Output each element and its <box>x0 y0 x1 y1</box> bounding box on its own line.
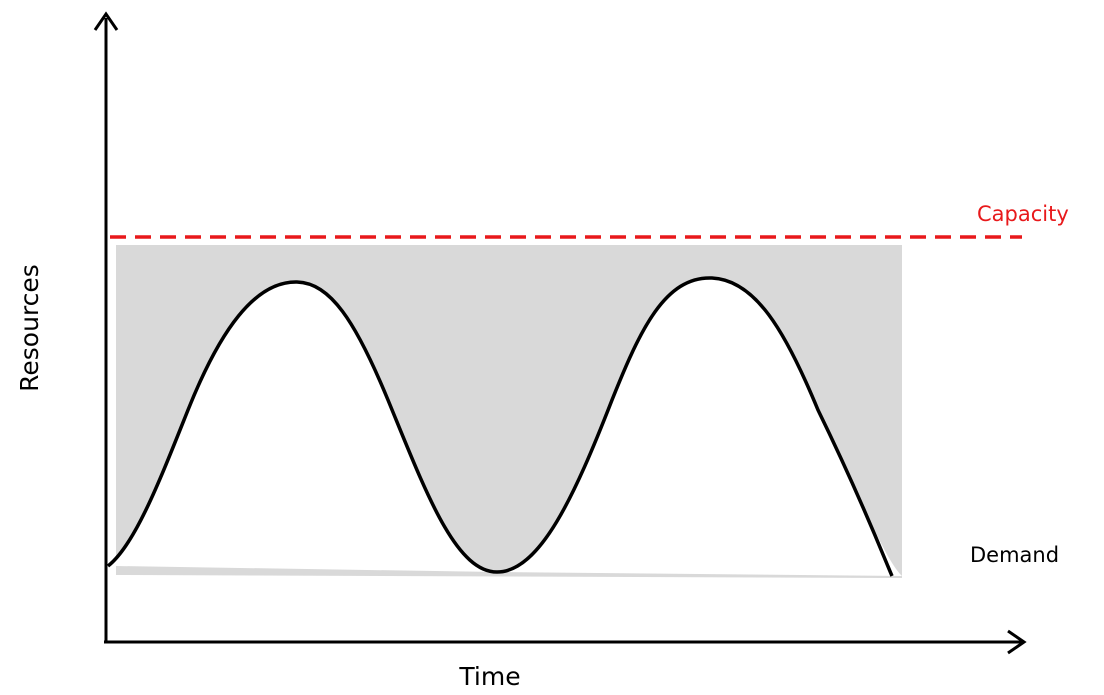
y-axis-arrow-icon <box>93 11 119 31</box>
baseline-shading <box>116 566 902 578</box>
y-axis-title: Resources <box>15 264 44 392</box>
capacity-label: Capacity <box>977 202 1069 226</box>
unused-capacity-area <box>116 245 902 576</box>
demand-curve <box>106 276 894 577</box>
x-axis-arrow-icon <box>1007 629 1027 655</box>
demand-label: Demand <box>970 543 1059 567</box>
x-axis-title: Time <box>458 662 520 691</box>
